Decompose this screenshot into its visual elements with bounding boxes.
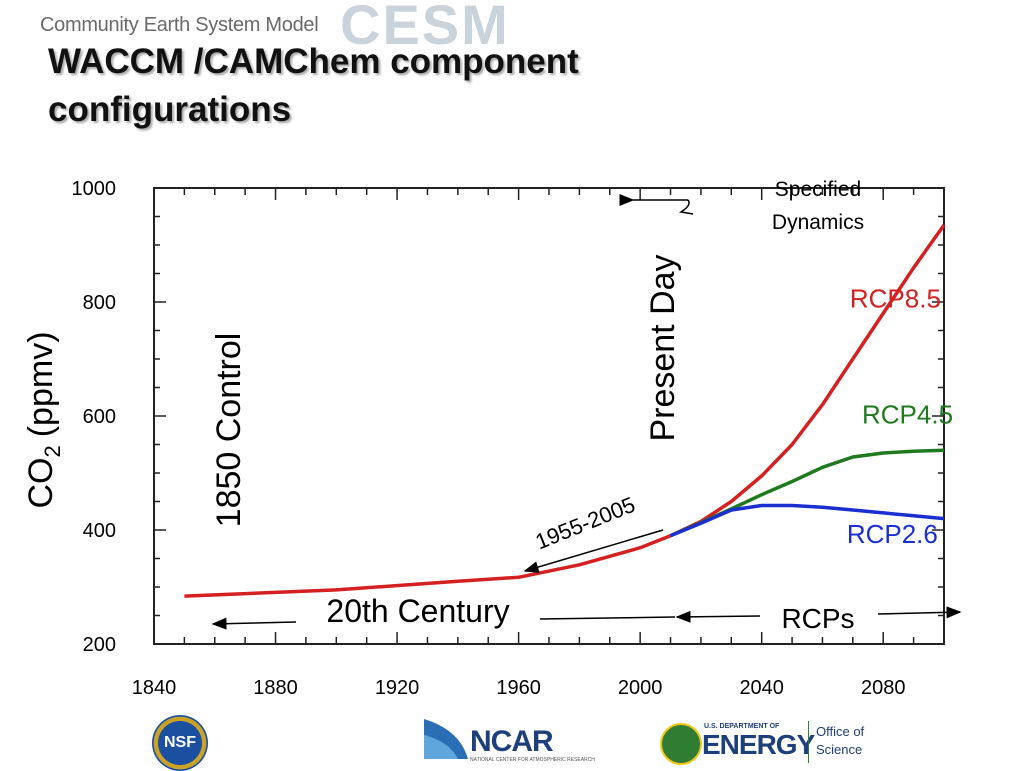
doe-seal-icon bbox=[660, 723, 702, 765]
twentieth-century-label: 20th Century bbox=[326, 593, 509, 629]
x-tick-label: 2040 bbox=[739, 677, 784, 699]
ncar-subtitle: NATIONAL CENTER FOR ATMOSPHERIC RESEARCH bbox=[470, 757, 595, 763]
twentieth-arrow-left bbox=[211, 617, 297, 630]
x-tick-label: 2080 bbox=[861, 677, 906, 699]
series-group: RCP8.5 RCP4.5 RCP2.6 bbox=[184, 224, 953, 598]
present-day-label: Present Day bbox=[644, 254, 682, 441]
doe-office-label: Office of Science bbox=[816, 723, 864, 759]
rcps-arrow-right bbox=[877, 606, 962, 619]
range-1955-label: 1955-2005 bbox=[532, 492, 639, 555]
specified-dynamics-label: Specified Dynamics bbox=[772, 178, 864, 234]
doe-office-line-2: Science bbox=[816, 742, 863, 757]
org-name: Community Earth System Model bbox=[40, 14, 319, 36]
x-axis: 1840 1880 1920 1960 2000 2040 2080 bbox=[132, 188, 945, 699]
y-tick-label: 1000 bbox=[72, 178, 117, 200]
y-label-unit: (ppmv) bbox=[22, 331, 60, 437]
twentieth-arrow-right bbox=[539, 616, 676, 620]
range-1955-arrow bbox=[523, 529, 664, 573]
y-tick-label: 200 bbox=[83, 634, 116, 656]
series-label-rcp8-5: RCP8.5 bbox=[850, 284, 941, 314]
series-label-rcp2-6: RCP2.6 bbox=[847, 519, 938, 549]
nsf-logo: NSF bbox=[152, 715, 208, 771]
y-tick-label: 400 bbox=[83, 520, 116, 542]
specified-bracket bbox=[678, 199, 694, 215]
series-label-rcp4-5: RCP4.5 bbox=[862, 399, 953, 429]
x-tick-label: 1880 bbox=[253, 677, 298, 699]
page-title: WACCM /CAMChem component configurations bbox=[48, 38, 748, 134]
y-axis-label: CO2 (ppmv) bbox=[22, 331, 65, 508]
control-label: 1850 Control bbox=[210, 333, 248, 528]
x-tick-label: 2000 bbox=[618, 677, 663, 699]
title-line-2: configurations bbox=[48, 90, 292, 129]
series-line-rcp8-5 bbox=[184, 224, 946, 598]
rcps-label: RCPs bbox=[781, 603, 854, 634]
x-tick-label: 1840 bbox=[132, 677, 177, 699]
series-line-rcp2-6 bbox=[669, 503, 945, 538]
title-line-1: WACCM /CAMChem component bbox=[48, 42, 579, 81]
cesm-logo: CESM bbox=[340, 0, 510, 56]
y-axis: 200 400 600 800 1000 bbox=[72, 178, 944, 656]
ncar-logo-text: NCAR bbox=[470, 725, 554, 758]
doe-dept-label: U.S. DEPARTMENT OF bbox=[704, 723, 780, 730]
header-banner: Community Earth System Model CESM bbox=[0, 0, 1024, 58]
ncar-logo-mark bbox=[424, 719, 468, 759]
y-label-sub: 2 bbox=[40, 445, 65, 457]
y-label-main: CO bbox=[22, 458, 60, 509]
doe-energy-label: ENERGY bbox=[702, 729, 815, 760]
footer-logos: NSF NCAR NATIONAL CENTER FOR ATMOSPHERIC… bbox=[0, 705, 1024, 771]
doe-divider bbox=[808, 721, 809, 763]
doe-office-line-1: Office of bbox=[816, 724, 865, 739]
y-tick-label: 600 bbox=[83, 406, 116, 428]
y-tick-label: 800 bbox=[83, 292, 116, 314]
rcps-arrow-left bbox=[675, 610, 761, 623]
x-tick-label: 1960 bbox=[496, 677, 541, 699]
x-tick-label: 1920 bbox=[375, 677, 420, 699]
co2-chart: 1840 1880 1920 1960 2000 2040 2080 200 400 600 80… bbox=[22, 178, 962, 699]
plot-frame bbox=[153, 187, 945, 645]
